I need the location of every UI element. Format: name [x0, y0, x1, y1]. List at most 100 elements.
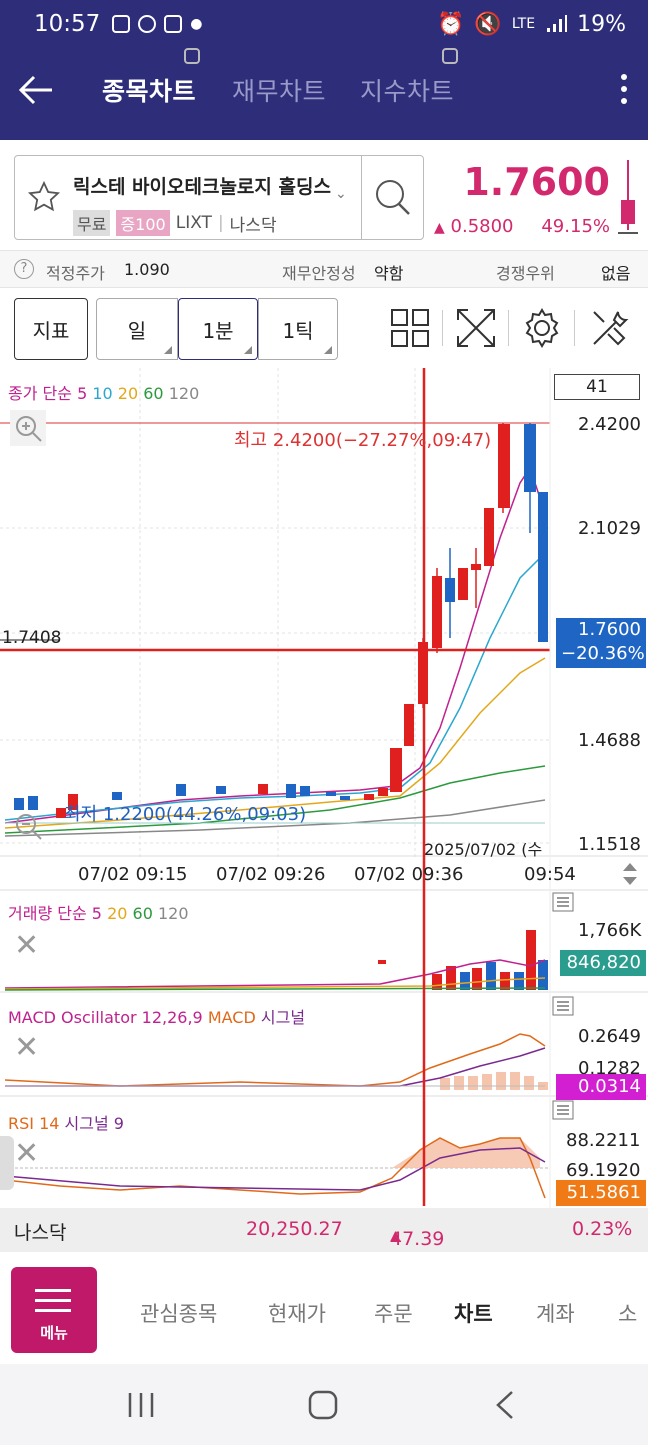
grid-icon[interactable] [388, 306, 432, 350]
legend-macd: MACD [207, 1008, 256, 1027]
indicator-label: 지표 [32, 318, 70, 343]
free-badge: 무료 [73, 210, 111, 236]
talk-icon [138, 15, 157, 33]
index-value: 20,250.27 [246, 1218, 343, 1240]
search-icon [376, 180, 410, 215]
nav-chart[interactable]: 차트 [454, 1302, 493, 1326]
y-label-top: 2.4200 [578, 414, 641, 435]
panel-menu-icon[interactable] [552, 996, 574, 1016]
price-change-pct: 49.15% [541, 216, 610, 237]
signal-icon [547, 15, 568, 32]
zoom-out-icon[interactable] [10, 808, 46, 844]
panel-menu-icon[interactable] [552, 892, 574, 912]
period-day-button[interactable]: 일 [96, 298, 178, 360]
tools-icon[interactable] [588, 306, 632, 350]
separator [508, 310, 509, 346]
stock-name: 릭스테 바이오테크놀로지 홀딩스 [73, 176, 331, 198]
volume-legend: 거래량 단순 5 20 60 120 [8, 900, 189, 924]
period-1min-button[interactable]: 1분 [178, 298, 258, 360]
stock-market: 나스닥 [229, 215, 277, 236]
macd-current-tag: 0.0314 [556, 1074, 646, 1100]
competition-label: 경쟁우위 [496, 264, 555, 283]
fair-price-value: 1.090 [124, 260, 170, 279]
legend-ma5: 5 [77, 384, 88, 403]
favorite-star-icon[interactable] [27, 180, 61, 214]
price-change-value: 0.5800 [450, 216, 514, 237]
close-volume-panel-icon[interactable]: ✕ [14, 928, 40, 963]
back-arrow-icon[interactable] [16, 70, 56, 110]
x-label: 09:54 [524, 864, 576, 885]
vpn-icon [164, 15, 183, 33]
app-header: 종목차트 재무차트 지수차트 [0, 48, 648, 140]
nav-order[interactable]: 주문 [374, 1302, 413, 1326]
separator [574, 310, 575, 346]
bottom-nav: 메뉴 관심종목 현재가 주문 차트 계좌 소 [0, 1252, 648, 1364]
index-pct: 0.23% [572, 1218, 633, 1240]
status-bar: 10:57 ● ⏰ 🔇 LTE 19% [0, 0, 648, 48]
legend-vma20: 20 [107, 904, 128, 923]
valuation-row: ? 적정주가 1.090 재무안정성 약함 경쟁우위 없음 [0, 250, 648, 288]
zoom-in-icon[interactable] [10, 410, 46, 446]
ma10-line [4, 552, 546, 821]
period-day-label: 일 [127, 318, 147, 343]
close-macd-panel-icon[interactable]: ✕ [14, 1030, 40, 1065]
candles [14, 423, 548, 818]
tab-index-chart[interactable]: 지수차트 [360, 77, 455, 106]
x-label: 07/02 09:15 [78, 864, 188, 885]
macd-panel [4, 1033, 548, 1090]
tab-badge-icon [442, 48, 458, 64]
up-triangle-icon: ▲ [390, 1228, 401, 1244]
home-icon[interactable] [306, 1388, 340, 1422]
legend-vma60: 60 [132, 904, 153, 923]
fair-price-label: 적정주가 [46, 264, 105, 283]
battery-level: 19% [577, 11, 626, 37]
tab-financial-chart[interactable]: 재무차트 [232, 77, 327, 106]
bars-count-box[interactable]: 41 [554, 374, 640, 400]
y-label-bottom: 1.1518 [578, 834, 641, 855]
close-rsi-panel-icon[interactable]: ✕ [14, 1136, 40, 1171]
tab-badge-icon [184, 48, 200, 64]
price-change: ▲ 0.5800 [434, 216, 514, 237]
legend-signal: 시그널 [260, 1008, 306, 1027]
gear-icon[interactable] [520, 306, 564, 350]
expand-icon[interactable] [454, 306, 498, 350]
chart-canvas[interactable] [0, 368, 648, 1208]
more-menu-icon[interactable] [620, 70, 628, 110]
dot-icon: ● [190, 16, 203, 32]
side-drawer-handle[interactable] [0, 1136, 14, 1190]
mini-candle-icon [618, 160, 638, 234]
nav-watchlist[interactable]: 관심종목 [140, 1302, 218, 1326]
scroll-updown-icon[interactable] [620, 860, 640, 888]
chart-area[interactable]: 종가 단순 5 10 20 60 120 41 2.4200 2.1029 1.… [0, 368, 648, 1208]
current-price-tag-pct: −20.36% [561, 643, 645, 664]
legend-label: 거래량 단순 [8, 904, 87, 923]
separator: | [217, 213, 224, 233]
index-name: 나스닥 [14, 1222, 67, 1244]
nav-more[interactable]: 소 [618, 1302, 638, 1326]
stock-selector[interactable]: 릭스테 바이오테크놀로지 홀딩스 ⌄ 무료 증100 LIXT | 나스닥 [14, 155, 424, 240]
macd-label-mid: 0.1282 [578, 1058, 641, 1079]
stability-value: 약함 [374, 264, 404, 283]
stock-ticker: LIXT [175, 213, 212, 233]
chart-toolbar: 지표 일 1분 1틱 [0, 296, 648, 364]
mute-icon: 🔇 [474, 11, 502, 37]
nav-account[interactable]: 계좌 [536, 1302, 575, 1326]
tab-stock-chart[interactable]: 종목차트 [102, 77, 197, 106]
indicator-button[interactable]: 지표 [14, 298, 88, 360]
legend-ma120: 120 [168, 384, 200, 403]
rsi-legend: RSI 14 시그널 9 [8, 1110, 124, 1134]
menu-button[interactable]: 메뉴 [11, 1267, 97, 1353]
period-1min-label: 1분 [202, 318, 234, 343]
recent-apps-icon[interactable] [124, 1390, 158, 1420]
help-icon[interactable]: ? [14, 259, 34, 279]
period-1tick-button[interactable]: 1틱 [258, 298, 338, 360]
index-change-value: 47.39 [390, 1228, 445, 1250]
network-type: LTE [511, 16, 536, 32]
rsi-label-mid: 69.1920 [566, 1160, 641, 1181]
index-ticker-bar[interactable]: 나스닥 20,250.27 ▲ 47.39 0.23% [0, 1208, 648, 1252]
nav-quote[interactable]: 현재가 [268, 1302, 326, 1326]
panel-menu-icon[interactable] [552, 1100, 574, 1120]
current-price-tag-value: 1.7600 [578, 619, 641, 640]
back-nav-icon[interactable] [492, 1388, 518, 1422]
search-button[interactable] [361, 156, 423, 239]
